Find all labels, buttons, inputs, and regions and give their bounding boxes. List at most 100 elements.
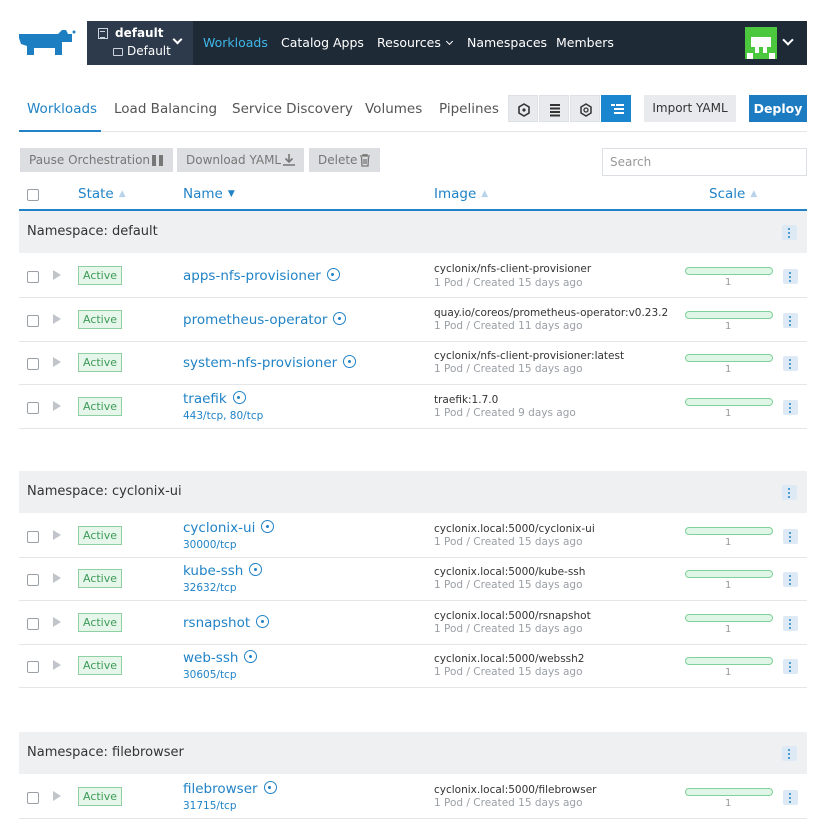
row-menu-icon[interactable] (783, 572, 798, 587)
expand-icon[interactable] (53, 573, 61, 583)
workload-meta: 1 Pod / Created 15 days ago (434, 623, 583, 635)
row-checkbox[interactable] (27, 358, 39, 370)
row-checkbox[interactable] (27, 315, 39, 327)
download-yaml-label: Download YAML (186, 153, 282, 167)
workload-ports[interactable]: 31715/tcp (183, 800, 237, 812)
tab-service-discovery[interactable]: Service Discovery (232, 101, 353, 117)
search-input[interactable] (602, 148, 807, 176)
status-badge: Active (78, 569, 122, 588)
row-checkbox[interactable] (27, 271, 39, 283)
kubernetes-icon (333, 312, 347, 325)
nav-namespaces[interactable]: Namespaces (467, 35, 548, 50)
expand-icon[interactable] (53, 791, 61, 801)
delete-label: Delete (318, 153, 358, 167)
import-yaml-button[interactable]: Import YAML (644, 95, 736, 122)
tab-load-balancing[interactable]: Load Balancing (114, 101, 218, 117)
row-checkbox[interactable] (27, 531, 39, 543)
expand-icon[interactable] (53, 270, 61, 280)
nav-catalog-apps[interactable]: Catalog Apps (281, 35, 364, 50)
view-grouped-button[interactable] (601, 95, 631, 122)
expand-icon[interactable] (53, 660, 61, 670)
tab-volumes[interactable]: Volumes (365, 101, 423, 117)
row-menu-icon[interactable] (783, 313, 798, 328)
select-all-checkbox[interactable] (27, 189, 39, 201)
scale-value: 1 (725, 580, 732, 591)
cluster-project-switcher[interactable]: default Default (87, 21, 193, 65)
workload-link[interactable]: rsnapshot (183, 615, 270, 631)
nav-workloads[interactable]: Workloads (203, 35, 268, 50)
expand-icon[interactable] (53, 314, 61, 324)
view-list-button[interactable] (539, 95, 569, 122)
row-checkbox[interactable] (27, 618, 39, 630)
column-image[interactable]: Image ▲︎ (434, 186, 488, 202)
list-icon (550, 104, 560, 117)
row-menu-icon[interactable] (783, 616, 798, 631)
workload-image: cyclonix/nfs-client-provisioner:latest (434, 350, 625, 362)
rancher-logo[interactable] (18, 28, 76, 58)
row-checkbox[interactable] (27, 661, 39, 673)
workload-link[interactable]: prometheus-operator (183, 312, 347, 328)
table-row: Active web-ssh 30605/tcp cyclonix.local:… (19, 645, 807, 688)
tab-workloads[interactable]: Workloads (27, 101, 98, 117)
workload-ports[interactable]: 30000/tcp (183, 539, 237, 551)
column-state[interactable]: State ▲︎ (78, 186, 126, 202)
view-nodes-button[interactable] (508, 95, 538, 122)
namespace-menu-icon[interactable] (782, 225, 797, 240)
column-name[interactable]: Name ▼︎ (183, 186, 235, 202)
row-checkbox[interactable] (27, 792, 39, 804)
delete-button[interactable]: Delete (309, 148, 380, 172)
download-yaml-button[interactable]: Download YAML (177, 148, 304, 172)
kubernetes-icon (580, 103, 592, 117)
status-badge: Active (78, 613, 122, 632)
row-menu-icon[interactable] (783, 529, 798, 544)
namespace-header-default: Namespace: default (19, 211, 807, 253)
expand-icon[interactable] (53, 401, 61, 411)
row-menu-icon[interactable] (783, 659, 798, 674)
row-menu-icon[interactable] (783, 269, 798, 284)
workload-link[interactable]: kube-ssh (183, 563, 263, 579)
workload-link[interactable]: traefik (183, 391, 246, 407)
deploy-button[interactable]: Deploy (749, 95, 807, 122)
expand-icon[interactable] (53, 617, 61, 627)
nav-resources[interactable]: Resources (377, 35, 453, 50)
workload-meta: 1 Pod / Created 15 days ago (434, 363, 583, 375)
row-checkbox[interactable] (27, 402, 39, 414)
workload-link[interactable]: cyclonix-ui (183, 520, 275, 536)
row-checkbox[interactable] (27, 574, 39, 586)
workload-link[interactable]: system-nfs-provisioner (183, 355, 357, 371)
scale-bar (685, 398, 773, 406)
column-scale[interactable]: Scale ▲︎ (709, 186, 757, 202)
workload-link[interactable]: apps-nfs-provisioner (183, 268, 340, 284)
namespace-menu-icon[interactable] (782, 485, 797, 500)
workload-meta: 1 Pod / Created 15 days ago (434, 536, 583, 548)
tab-pipelines[interactable]: Pipelines (439, 101, 499, 117)
workload-ports[interactable]: 32632/tcp (183, 582, 237, 594)
scale-bar (685, 657, 773, 665)
kubernetes-icon (249, 563, 263, 576)
column-scale-label: Scale (709, 186, 746, 202)
namespace-menu-icon[interactable] (782, 746, 797, 761)
folder-icon (113, 48, 123, 56)
workload-link[interactable]: filebrowser (183, 781, 277, 797)
scale-bar (685, 614, 773, 622)
tabs-divider (19, 131, 807, 132)
workload-meta: 1 Pod / Created 15 days ago (434, 277, 583, 289)
row-menu-icon[interactable] (783, 400, 798, 415)
user-avatar[interactable] (745, 27, 777, 59)
scale-bar (685, 570, 773, 578)
workload-ports[interactable]: 30605/tcp (183, 669, 237, 681)
nav-members[interactable]: Members (556, 35, 614, 50)
expand-icon[interactable] (53, 530, 61, 540)
status-badge: Active (78, 310, 122, 329)
workload-ports[interactable]: 443/tcp, 80/tcp (183, 410, 264, 422)
expand-icon[interactable] (53, 357, 61, 367)
view-workload-button[interactable] (570, 95, 600, 122)
row-menu-icon[interactable] (783, 356, 798, 371)
row-menu-icon[interactable] (783, 790, 798, 805)
workload-meta: 1 Pod / Created 15 days ago (434, 797, 583, 809)
workload-link[interactable]: web-ssh (183, 650, 258, 666)
pause-orchestration-button[interactable]: Pause Orchestration (20, 148, 173, 172)
chevron-down-icon (445, 37, 453, 46)
user-menu-chevron-icon[interactable] (782, 34, 794, 46)
scale-value: 1 (725, 364, 732, 375)
